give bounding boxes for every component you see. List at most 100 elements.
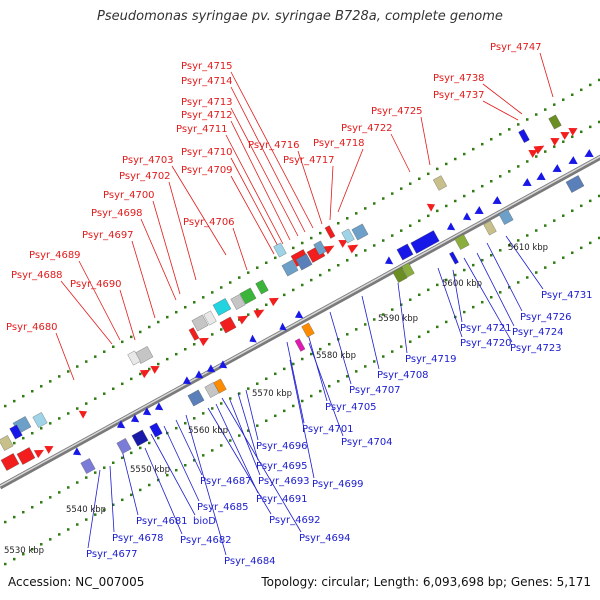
reverse-gene-label[interactable]: Psyr_4695: [256, 461, 308, 472]
reverse-gene-label[interactable]: Psyr_4726: [520, 312, 572, 323]
reverse-gene-label[interactable]: Psyr_4678: [112, 533, 164, 544]
track-dot: [436, 283, 439, 287]
reverse-gene-label[interactable]: Psyr_4724: [512, 327, 564, 338]
track-dot: [463, 310, 466, 314]
gene-box-shape: [116, 438, 132, 454]
reverse-gene-label[interactable]: Psyr_4705: [325, 402, 377, 413]
scale-tick-label: 5610 kbp: [508, 243, 548, 253]
track-dot: [526, 118, 529, 121]
forward-gene-label[interactable]: Psyr_4725: [371, 106, 423, 117]
gene-box-shape: [131, 429, 149, 447]
gene-arrow-shape: [528, 149, 538, 158]
track-dot: [274, 414, 277, 418]
gene-arrow-shape: [72, 447, 82, 456]
reverse-gene-label[interactable]: Psyr_4719: [405, 354, 457, 365]
reverse-gene-label[interactable]: Psyr_4682: [180, 535, 232, 546]
reverse-gene-label[interactable]: Psyr_4684: [224, 556, 276, 567]
track-dot: [373, 318, 376, 321]
track-dot: [22, 436, 25, 440]
gene-arrow-shape: [218, 360, 228, 369]
reverse-gene-label[interactable]: Psyr_4691: [256, 494, 308, 505]
forward-gene-label[interactable]: Psyr_4737: [433, 90, 485, 101]
reverse-gene-label[interactable]: Psyr_4723: [510, 343, 562, 354]
gene-arrow-shape: [237, 315, 249, 325]
reverse-gene-label[interactable]: Psyr_4721: [460, 323, 512, 334]
forward-gene-label[interactable]: Psyr_4718: [313, 138, 365, 149]
forward-gene-label[interactable]: Psyr_4711: [176, 124, 228, 135]
forward-gene-label[interactable]: Psyr_4689: [29, 250, 81, 261]
track-dot: [472, 305, 475, 309]
gene-box-shape: [410, 230, 440, 254]
track-dot: [58, 375, 61, 378]
gene-box-shape: [294, 338, 306, 352]
track-dot: [481, 300, 484, 304]
reverse-gene-leader: [486, 242, 523, 312]
forward-gene-label[interactable]: Psyr_4713: [181, 97, 233, 108]
forward-gene-label[interactable]: Psyr_4716: [248, 140, 300, 151]
reverse-gene-label[interactable]: Psyr_4687: [200, 476, 252, 487]
reverse-gene-label[interactable]: Psyr_4708: [377, 370, 429, 381]
track-dot: [301, 283, 304, 287]
reverse-gene-label[interactable]: Psyr_4677: [86, 549, 138, 560]
forward-gene-label[interactable]: Psyr_4706: [183, 217, 235, 228]
track-dot: [112, 503, 115, 507]
track-dot: [85, 402, 88, 405]
forward-gene-label[interactable]: Psyr_4690: [70, 279, 122, 290]
gene-arrow: [130, 414, 140, 423]
forward-gene-label[interactable]: Psyr_4700: [103, 190, 155, 201]
track-dot: [337, 263, 340, 267]
forward-gene-leader: [230, 86, 306, 233]
track-dot: [103, 392, 106, 395]
track-dot: [94, 471, 97, 474]
forward-gene-label[interactable]: Psyr_4722: [341, 123, 393, 134]
track-dot: [112, 387, 115, 391]
reverse-gene-label[interactable]: Psyr_4704: [341, 437, 393, 448]
forward-gene-label[interactable]: Psyr_4698: [91, 208, 143, 219]
track-dot: [400, 303, 403, 306]
reverse-gene-label[interactable]: Psyr_4701: [302, 424, 354, 435]
scale-tick-label: 5590 kbp: [378, 314, 418, 324]
reverse-gene-label[interactable]: Psyr_4696: [256, 441, 308, 452]
forward-gene-label[interactable]: Psyr_4688: [11, 270, 63, 281]
forward-gene-label[interactable]: Psyr_4715: [181, 61, 233, 72]
track-dot: [364, 207, 367, 210]
forward-gene-label[interactable]: Psyr_4703: [122, 155, 174, 166]
gene-box-shape: [9, 424, 23, 440]
gene-arrow-shape: [536, 172, 546, 181]
track-dot: [166, 315, 169, 319]
forward-gene-label[interactable]: Psyr_4712: [181, 110, 233, 121]
track-dot: [391, 234, 394, 237]
gene-arrow: [237, 315, 249, 325]
gene-box-shape: [295, 253, 313, 271]
reverse-gene-label[interactable]: Psyr_4692: [269, 515, 321, 526]
reverse-gene-label[interactable]: Psyr_4707: [349, 385, 401, 396]
gene-box: [219, 316, 237, 334]
gene-arrow-shape: [194, 370, 204, 379]
gene-box-shape: [449, 251, 459, 265]
gene-box-shape: [518, 129, 530, 143]
gene-arrow: [253, 309, 265, 319]
scale-tick-label: 5580 kbp: [316, 351, 356, 361]
reverse-gene-label[interactable]: Psyr_4685: [197, 502, 249, 513]
forward-gene-label[interactable]: Psyr_4702: [119, 171, 171, 182]
reverse-gene-leader: [329, 311, 352, 385]
forward-gene-label[interactable]: Psyr_4709: [181, 165, 233, 176]
forward-gene-label[interactable]: Psyr_4747: [490, 42, 542, 53]
reverse-gene-label[interactable]: Psyr_4699: [312, 479, 364, 490]
reverse-gene-label[interactable]: Psyr_4731: [541, 290, 593, 301]
forward-gene-label[interactable]: Psyr_4710: [181, 147, 233, 158]
track-dot: [481, 184, 484, 188]
forward-gene-label[interactable]: Psyr_4717: [283, 155, 335, 166]
reverse-gene-label[interactable]: bioD: [193, 516, 216, 527]
scale-tick-label: 5570 kbp: [252, 389, 292, 399]
reverse-gene-label[interactable]: Psyr_4693: [258, 476, 310, 487]
track-dot: [355, 328, 358, 331]
forward-gene-label[interactable]: Psyr_4738: [433, 73, 485, 84]
forward-gene-label[interactable]: Psyr_4697: [82, 230, 134, 241]
reverse-gene-label[interactable]: Psyr_4694: [299, 533, 351, 544]
forward-gene-label[interactable]: Psyr_4680: [6, 322, 58, 333]
track-dot: [148, 367, 151, 371]
reverse-gene-label[interactable]: Psyr_4720: [460, 338, 512, 349]
reverse-gene-label[interactable]: Psyr_4681: [136, 516, 188, 527]
forward-gene-label[interactable]: Psyr_4714: [181, 76, 233, 87]
